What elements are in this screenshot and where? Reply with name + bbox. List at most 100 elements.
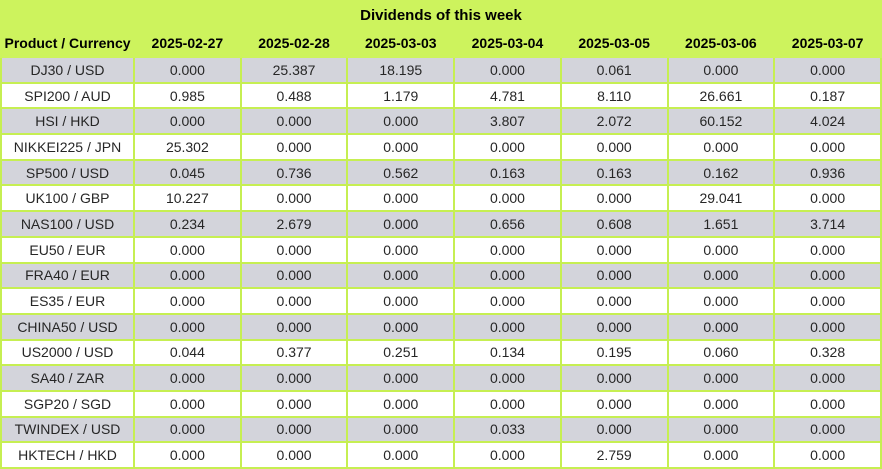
value-cell: 0.000: [773, 441, 882, 469]
column-header-product: Product / Currency: [0, 28, 135, 58]
value-cell: 0.045: [133, 158, 242, 187]
product-cell: HSI / HKD: [0, 107, 135, 136]
table-row: SPI200 / AUD 0.985 0.488 1.179 4.781 8.110 26.…: [0, 81, 882, 110]
value-cell: 0.000: [773, 133, 882, 161]
product-cell: CHINA50 / USD: [0, 312, 135, 341]
value-cell: 0.000: [666, 441, 776, 469]
value-cell: 0.000: [133, 389, 242, 418]
product-cell: SP500 / USD: [0, 158, 135, 187]
page-title: Dividends of this week: [0, 0, 882, 30]
value-cell: 0.608: [559, 210, 669, 238]
value-cell: 0.985: [133, 81, 242, 110]
value-cell: 0.044: [133, 338, 242, 367]
product-cell: EU50 / EUR: [0, 235, 135, 264]
table-row: EU50 / EUR 0.000 0.000 0.000 0.000 0.000 0.000…: [0, 235, 882, 264]
value-cell: 0.000: [346, 312, 456, 341]
value-cell: 0.000: [773, 56, 882, 84]
value-cell: 0.000: [346, 184, 456, 213]
value-cell: 0.000: [133, 415, 242, 444]
value-cell: 25.302: [133, 133, 242, 161]
value-cell: 0.000: [346, 287, 456, 315]
table-body: DJ30 / USD 0.000 25.387 18.195 0.000 0.061 0.0…: [0, 56, 882, 469]
table-row: SP500 / USD 0.045 0.736 0.562 0.163 0.163 0.16…: [0, 158, 882, 187]
value-cell: 0.000: [453, 312, 562, 341]
value-cell: 0.000: [453, 364, 562, 392]
value-cell: 0.000: [453, 56, 562, 84]
value-cell: 0.000: [133, 56, 242, 84]
value-cell: 1.651: [666, 210, 776, 238]
value-cell: 0.000: [133, 364, 242, 392]
value-cell: 8.110: [559, 81, 669, 110]
value-cell: 0.000: [239, 364, 349, 392]
value-cell: 0.000: [346, 415, 456, 444]
value-cell: 0.000: [773, 235, 882, 264]
product-cell: SGP20 / SGD: [0, 389, 135, 418]
value-cell: 0.000: [559, 133, 669, 161]
value-cell: 2.072: [559, 107, 669, 136]
table-row: HSI / HKD 0.000 0.000 0.000 3.807 2.072 60.152…: [0, 107, 882, 136]
value-cell: 0.000: [346, 210, 456, 238]
value-cell: 0.000: [773, 415, 882, 444]
value-cell: 2.759: [559, 441, 669, 469]
value-cell: 0.000: [133, 441, 242, 469]
value-cell: 0.195: [559, 338, 669, 367]
value-cell: 0.061: [559, 56, 669, 84]
product-cell: FRA40 / EUR: [0, 261, 135, 290]
table-row: US2000 / USD 0.044 0.377 0.251 0.134 0.195 0.0…: [0, 338, 882, 367]
value-cell: 0.000: [559, 184, 669, 213]
value-cell: 0.936: [773, 158, 882, 187]
value-cell: 25.387: [239, 56, 349, 84]
value-cell: 0.000: [346, 107, 456, 136]
value-cell: 0.000: [666, 287, 776, 315]
value-cell: 0.000: [559, 312, 669, 341]
value-cell: 0.000: [453, 441, 562, 469]
value-cell: 0.000: [773, 287, 882, 315]
value-cell: 18.195: [346, 56, 456, 84]
value-cell: 0.562: [346, 158, 456, 187]
value-cell: 0.163: [559, 158, 669, 187]
product-cell: NIKKEI225 / JPN: [0, 133, 135, 161]
value-cell: 0.000: [453, 287, 562, 315]
value-cell: 0.000: [239, 441, 349, 469]
value-cell: 0.000: [133, 235, 242, 264]
header-row: Product / Currency 2025-02-27 2025-02-28 2…: [0, 28, 882, 58]
product-cell: SA40 / ZAR: [0, 364, 135, 392]
value-cell: 0.000: [346, 364, 456, 392]
value-cell: 0.736: [239, 158, 349, 187]
value-cell: 4.781: [453, 81, 562, 110]
value-cell: 0.000: [773, 184, 882, 213]
value-cell: 0.000: [453, 389, 562, 418]
table-row: SA40 / ZAR 0.000 0.000 0.000 0.000 0.000 0.000…: [0, 364, 882, 392]
value-cell: 0.000: [559, 287, 669, 315]
value-cell: 0.000: [773, 261, 882, 290]
value-cell: 0.000: [773, 389, 882, 418]
table-row: ES35 / EUR 0.000 0.000 0.000 0.000 0.000 0.000…: [0, 287, 882, 315]
value-cell: 0.000: [453, 261, 562, 290]
table-row: HKTECH / HKD 0.000 0.000 0.000 0.000 2.759 0.0…: [0, 441, 882, 469]
value-cell: 0.000: [346, 389, 456, 418]
value-cell: 0.000: [559, 261, 669, 290]
table-row: CHINA50 / USD 0.000 0.000 0.000 0.000 0.000 0.…: [0, 312, 882, 341]
table-row: DJ30 / USD 0.000 25.387 18.195 0.000 0.061 0.0…: [0, 56, 882, 84]
value-cell: 0.000: [239, 389, 349, 418]
value-cell: 0.000: [239, 415, 349, 444]
value-cell: 0.000: [453, 184, 562, 213]
table-row: SGP20 / SGD 0.000 0.000 0.000 0.000 0.000 0.00…: [0, 389, 882, 418]
value-cell: 0.000: [239, 107, 349, 136]
product-cell: HKTECH / HKD: [0, 441, 135, 469]
table-row: UK100 / GBP 10.227 0.000 0.000 0.000 0.000 29.…: [0, 184, 882, 213]
value-cell: 0.328: [773, 338, 882, 367]
value-cell: 0.033: [453, 415, 562, 444]
value-cell: 4.024: [773, 107, 882, 136]
value-cell: 0.000: [453, 133, 562, 161]
value-cell: 0.162: [666, 158, 776, 187]
value-cell: 0.000: [666, 312, 776, 341]
value-cell: 3.807: [453, 107, 562, 136]
value-cell: 0.000: [666, 133, 776, 161]
value-cell: 0.000: [559, 415, 669, 444]
value-cell: 29.041: [666, 184, 776, 213]
value-cell: 0.000: [453, 235, 562, 264]
value-cell: 2.679: [239, 210, 349, 238]
value-cell: 26.661: [666, 81, 776, 110]
